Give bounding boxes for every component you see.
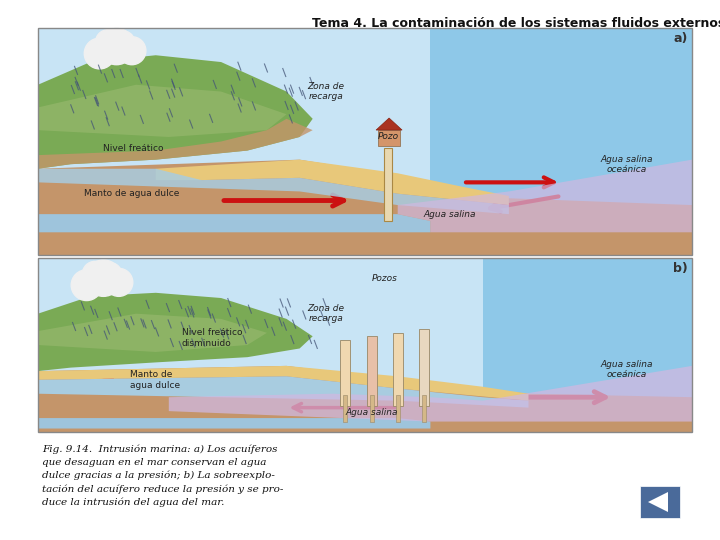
FancyBboxPatch shape — [378, 130, 400, 146]
Text: Agua salina
oceánica: Agua salina oceánica — [600, 360, 653, 379]
Text: Nivel freático
disminuido: Nivel freático disminuido — [182, 328, 243, 348]
Text: Nivel freático: Nivel freático — [104, 144, 164, 153]
Circle shape — [71, 270, 102, 301]
Text: Agua salina: Agua salina — [346, 408, 397, 417]
FancyBboxPatch shape — [341, 340, 351, 406]
Polygon shape — [38, 376, 528, 408]
Circle shape — [112, 31, 135, 53]
Polygon shape — [38, 418, 431, 429]
Polygon shape — [38, 168, 509, 214]
FancyBboxPatch shape — [366, 336, 377, 406]
Polygon shape — [376, 118, 402, 130]
Circle shape — [105, 268, 132, 296]
Polygon shape — [648, 492, 668, 512]
Text: b): b) — [673, 262, 688, 275]
FancyBboxPatch shape — [369, 395, 374, 422]
FancyBboxPatch shape — [384, 148, 392, 221]
FancyBboxPatch shape — [396, 395, 400, 422]
Polygon shape — [38, 160, 692, 255]
FancyBboxPatch shape — [640, 486, 680, 518]
Circle shape — [98, 28, 135, 65]
Text: Zona de
recarga: Zona de recarga — [307, 304, 344, 323]
Polygon shape — [38, 119, 312, 168]
Text: Pozos: Pozos — [372, 274, 397, 284]
Polygon shape — [38, 85, 287, 137]
Text: Manto de
agua dulce: Manto de agua dulce — [130, 370, 180, 389]
Polygon shape — [38, 314, 267, 352]
Circle shape — [85, 260, 122, 296]
FancyBboxPatch shape — [38, 258, 692, 432]
Polygon shape — [38, 366, 528, 401]
FancyBboxPatch shape — [392, 333, 402, 406]
Text: Agua salina: Agua salina — [424, 210, 476, 219]
Circle shape — [84, 38, 115, 69]
FancyBboxPatch shape — [419, 329, 429, 406]
Polygon shape — [38, 293, 312, 371]
Polygon shape — [38, 366, 692, 432]
FancyBboxPatch shape — [482, 258, 692, 432]
Polygon shape — [38, 214, 431, 232]
Text: a): a) — [674, 32, 688, 45]
Polygon shape — [397, 160, 692, 232]
Circle shape — [96, 30, 121, 55]
FancyBboxPatch shape — [38, 28, 692, 255]
Text: Zona de
recarga: Zona de recarga — [307, 82, 344, 102]
FancyBboxPatch shape — [431, 28, 692, 255]
Polygon shape — [168, 366, 692, 422]
Text: Pozo: Pozo — [377, 132, 398, 141]
Polygon shape — [156, 160, 509, 205]
Text: Fig. 9.14.  Intrusión marina: a) Los acuíferos
que desaguan en el mar conservan : Fig. 9.14. Intrusión marina: a) Los acuí… — [42, 445, 284, 507]
Polygon shape — [38, 55, 312, 168]
Circle shape — [99, 263, 122, 285]
FancyBboxPatch shape — [343, 395, 347, 422]
Text: Manto de agua dulce: Manto de agua dulce — [84, 189, 179, 198]
Text: Agua salina
oceánica: Agua salina oceánica — [600, 154, 653, 174]
Circle shape — [82, 261, 107, 287]
FancyBboxPatch shape — [422, 395, 426, 422]
Circle shape — [118, 37, 146, 65]
Text: Tema 4. La contaminación de los sistemas fluidos externos: Tema 4. La contaminación de los sistemas… — [312, 17, 720, 30]
